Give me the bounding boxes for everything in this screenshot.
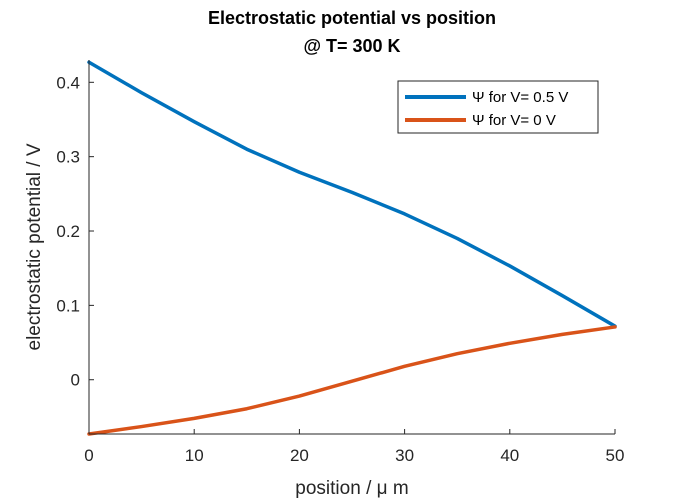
x-tick-label: 0 [84, 446, 93, 465]
chart-title-line1: Electrostatic potential vs position [208, 8, 496, 28]
x-tick-label: 30 [395, 446, 414, 465]
series-line-1 [87, 60, 617, 328]
x-tick-label: 40 [500, 446, 519, 465]
y-tick-label: 0.1 [56, 296, 80, 315]
legend: Ψ for V= 0.5 V Ψ for V= 0 V [397, 80, 599, 134]
chart-title-line2: @ T= 300 K [303, 36, 400, 56]
legend-label-series-1: Ψ for V= 0.5 V [472, 89, 568, 106]
x-tick-label: 10 [185, 446, 204, 465]
legend-box [397, 80, 599, 134]
series-lines [87, 60, 617, 436]
x-tick-label: 20 [290, 446, 309, 465]
x-axis-label: position / μ m [295, 478, 408, 499]
y-tick-label: 0 [71, 371, 80, 390]
series-line-2 [87, 325, 617, 436]
y-axis-ticks: 0 0.1 0.2 0.3 0.4 [56, 73, 94, 390]
y-tick-label: 0.3 [56, 148, 80, 167]
x-axis-ticks: 0 10 20 30 40 50 [84, 429, 624, 465]
y-tick-label: 0.2 [56, 222, 80, 241]
x-tick-label: 50 [606, 446, 625, 465]
legend-label-series-2: Ψ for V= 0 V [472, 112, 556, 129]
y-tick-label: 0.4 [56, 73, 80, 92]
y-axis-label: electrostatic potential / V [24, 143, 45, 350]
